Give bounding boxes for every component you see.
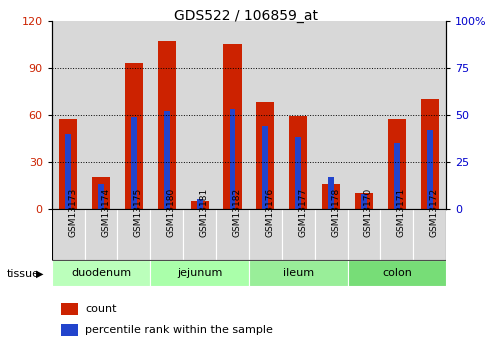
Text: GSM13182: GSM13182: [233, 188, 242, 237]
Text: GSM13172: GSM13172: [430, 188, 439, 237]
Bar: [197, 199, 203, 209]
Bar: [249, 21, 282, 209]
Bar: [117, 21, 150, 209]
Text: ileum: ileum: [282, 268, 314, 278]
Bar: [381, 209, 413, 260]
Bar: [315, 209, 348, 260]
Bar: [413, 209, 446, 260]
Text: percentile rank within the sample: percentile rank within the sample: [85, 325, 273, 335]
Bar: [61, 303, 78, 315]
Bar: [322, 184, 340, 209]
Bar: [52, 260, 150, 286]
Bar: [150, 260, 249, 286]
Bar: [249, 209, 282, 260]
Bar: [92, 177, 110, 209]
Bar: [249, 260, 348, 286]
Text: GSM13178: GSM13178: [331, 188, 340, 237]
Bar: [223, 44, 242, 209]
Text: colon: colon: [382, 268, 412, 278]
Bar: [348, 209, 381, 260]
Text: GSM13177: GSM13177: [298, 188, 307, 237]
Text: tissue: tissue: [6, 269, 39, 278]
Bar: [131, 117, 137, 209]
Bar: [256, 102, 275, 209]
Text: GSM13176: GSM13176: [265, 188, 275, 237]
Text: GSM13175: GSM13175: [134, 188, 143, 237]
Bar: [282, 21, 315, 209]
Bar: [289, 116, 307, 209]
Text: GSM13170: GSM13170: [364, 188, 373, 237]
Bar: [150, 209, 183, 260]
Bar: [388, 119, 406, 209]
Bar: [295, 137, 301, 209]
Bar: [158, 41, 176, 209]
Bar: [150, 21, 183, 209]
Bar: [164, 111, 170, 209]
Text: jejunum: jejunum: [177, 268, 222, 278]
Bar: [262, 126, 268, 209]
Text: GSM13174: GSM13174: [101, 188, 110, 237]
Bar: [361, 194, 367, 209]
Bar: [183, 209, 216, 260]
Bar: [85, 209, 117, 260]
Bar: [282, 209, 315, 260]
Bar: [230, 109, 236, 209]
Text: GSM13180: GSM13180: [167, 188, 176, 237]
Bar: [61, 324, 78, 336]
Text: GDS522 / 106859_at: GDS522 / 106859_at: [175, 9, 318, 23]
Bar: [65, 134, 71, 209]
Bar: [216, 209, 249, 260]
Bar: [427, 130, 433, 209]
Bar: [328, 177, 334, 209]
Bar: [125, 63, 143, 209]
Text: GSM13171: GSM13171: [397, 188, 406, 237]
Bar: [59, 119, 77, 209]
Text: ▶: ▶: [36, 269, 43, 278]
Bar: [348, 260, 446, 286]
Text: count: count: [85, 304, 116, 314]
Text: GSM13181: GSM13181: [200, 188, 209, 237]
Bar: [117, 209, 150, 260]
Bar: [183, 21, 216, 209]
Bar: [421, 99, 439, 209]
Bar: [355, 193, 373, 209]
Bar: [98, 184, 104, 209]
Bar: [216, 21, 249, 209]
Bar: [315, 21, 348, 209]
Bar: [413, 21, 446, 209]
Text: duodenum: duodenum: [71, 268, 131, 278]
Bar: [191, 201, 209, 209]
Bar: [381, 21, 413, 209]
Bar: [52, 209, 85, 260]
Bar: [348, 21, 381, 209]
Text: GSM13173: GSM13173: [68, 188, 77, 237]
Bar: [52, 21, 85, 209]
Bar: [85, 21, 117, 209]
Bar: [394, 143, 400, 209]
